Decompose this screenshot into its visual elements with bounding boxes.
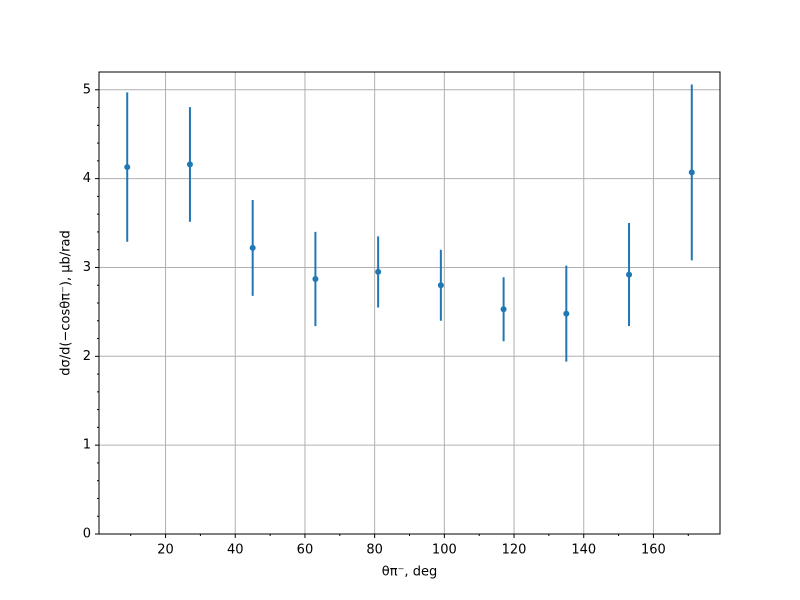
data-point (563, 310, 570, 317)
y-tick-label: 2 (83, 349, 91, 364)
data-layer (124, 84, 695, 362)
x-tick-label: 40 (227, 543, 244, 558)
data-point (312, 276, 319, 283)
y-tick-label: 3 (83, 260, 91, 275)
data-point (626, 271, 633, 278)
x-tick-label: 120 (502, 543, 527, 558)
x-axis-label: θπ⁻, deg (382, 565, 437, 580)
y-tick-label: 1 (83, 438, 91, 453)
x-tick-label: 60 (297, 543, 314, 558)
x-tick-label: 160 (641, 543, 666, 558)
plot-frame (98, 71, 721, 535)
y-axis-label: dσ/d(−cosθπ⁻), μb/rad (59, 230, 74, 375)
data-point (437, 282, 444, 289)
data-point (500, 306, 507, 313)
data-point (688, 169, 695, 176)
y-tick-label: 4 (83, 171, 91, 186)
y-tick-label: 0 (83, 527, 91, 542)
data-point (249, 244, 256, 251)
y-tick-label: 5 (83, 82, 91, 97)
grid-layer (99, 72, 720, 535)
data-point (124, 164, 131, 171)
x-tick-label: 140 (571, 543, 596, 558)
data-point (186, 161, 193, 168)
x-tick-label: 100 (432, 543, 457, 558)
x-tick-label: 80 (366, 543, 383, 558)
data-point (375, 268, 382, 275)
x-tick-label: 20 (157, 543, 174, 558)
